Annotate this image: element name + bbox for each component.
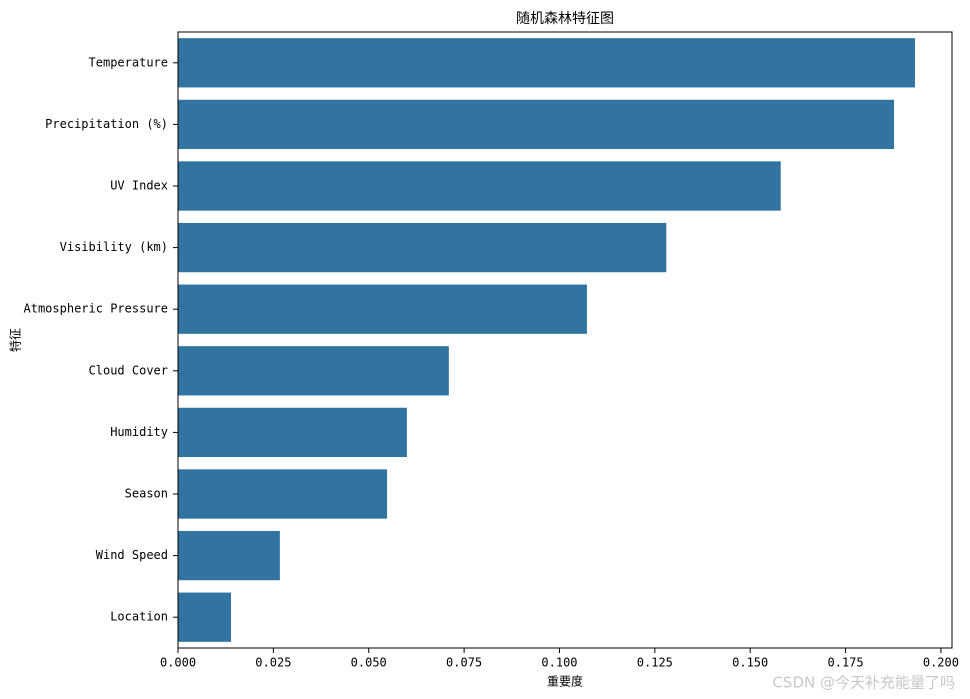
bar [178, 222, 667, 273]
plot-frame [177, 31, 953, 649]
x-tick-label: 0.025 [255, 656, 291, 670]
y-tick-label: UV Index [110, 179, 168, 193]
y-axis-label: 特征 [8, 328, 23, 352]
bar [178, 530, 280, 581]
y-tick-label: Visibility (km) [60, 240, 168, 254]
bar [178, 592, 232, 642]
y-tick-label: Wind Speed [96, 548, 168, 562]
y-tick-label: Temperature [89, 55, 168, 69]
y-tick-label: Humidity [110, 425, 168, 439]
x-tick-label: 0.075 [446, 656, 482, 670]
bar [178, 346, 449, 396]
watermark: CSDN @今天补充能量了吗 [772, 674, 955, 692]
y-tick-label: Cloud Cover [89, 363, 168, 377]
x-axis-label: 重要度 [547, 674, 583, 689]
bar [178, 407, 407, 458]
y-tick-label: Atmospheric Pressure [24, 302, 169, 316]
x-tick-label: 0.150 [732, 656, 768, 670]
bar [178, 284, 587, 334]
x-tick-label: 0.175 [828, 656, 864, 670]
bar [178, 38, 915, 88]
bar [178, 99, 895, 150]
x-tick-label: 0.100 [541, 656, 577, 670]
x-tick-label: 0.125 [637, 656, 673, 670]
y-tick-label: Season [125, 487, 168, 501]
bar [178, 161, 781, 211]
x-tick-label: 0.200 [923, 656, 959, 670]
bar [178, 469, 388, 519]
chart-title: 随机森林特征图 [516, 11, 614, 27]
y-tick-label: Precipitation (%) [45, 117, 168, 131]
x-tick-label: 0.000 [160, 656, 196, 670]
x-tick-label: 0.050 [351, 656, 387, 670]
y-tick-label: Location [110, 610, 168, 624]
